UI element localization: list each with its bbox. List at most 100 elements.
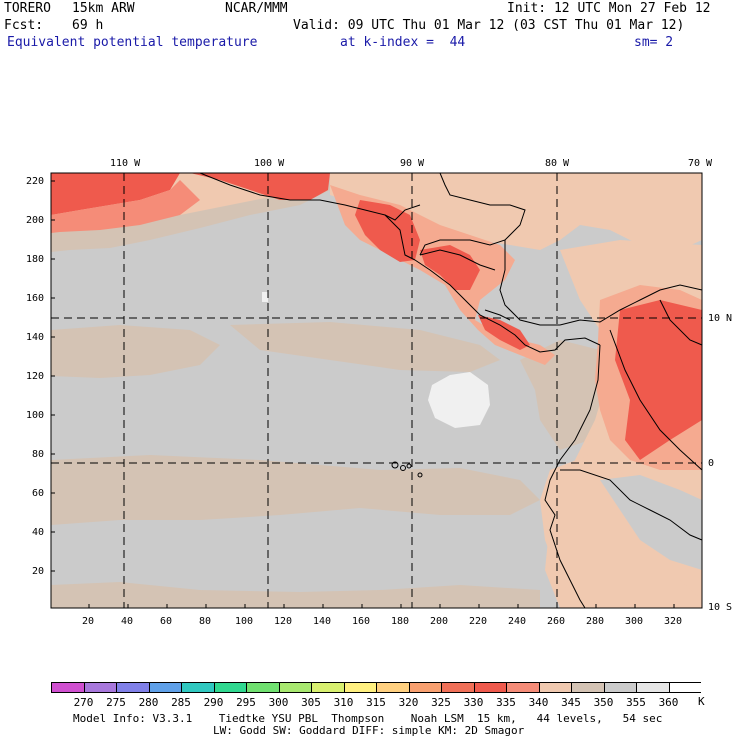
colorbar-label: 285 — [171, 696, 191, 709]
x-tick: 160 — [352, 616, 371, 627]
peach-gulf — [330, 173, 702, 250]
colorbar-label: 340 — [528, 696, 549, 709]
land-mexico-red — [190, 173, 330, 200]
x-tick: 100 — [235, 616, 254, 627]
lon-label-100w: 100 W — [254, 158, 285, 169]
colorbar-swatch — [442, 683, 475, 692]
colorbar-swatch — [117, 683, 150, 692]
coastline-south-america — [544, 344, 601, 609]
tan-band-sw — [51, 582, 540, 608]
tan-band-east — [520, 340, 610, 450]
fcst-label: Fcst: — [4, 18, 44, 33]
border-venezuela — [659, 299, 703, 346]
colorbar-swatch — [344, 683, 377, 692]
colorbar-swatch — [214, 683, 247, 692]
land-colombia-red — [615, 300, 702, 460]
y-tick: 80 — [32, 449, 45, 460]
cold-patch-small — [262, 292, 268, 302]
y-tick: 40 — [32, 527, 45, 538]
tan-band-south — [51, 455, 540, 525]
land-honduras-red — [420, 245, 480, 290]
colorbar-label: 305 — [301, 696, 321, 709]
land-ecuador-peach — [540, 455, 702, 608]
lon-label-70w: 70 W — [688, 158, 713, 169]
org-name: NCAR/MMM — [225, 1, 288, 16]
fcst-value: 69 h — [72, 18, 104, 33]
x-tick: 320 — [664, 616, 683, 627]
x-tick: 140 — [313, 616, 332, 627]
x-tick: 220 — [469, 616, 488, 627]
border-colombia — [609, 329, 703, 471]
colorbar-swatch — [507, 683, 540, 692]
y-tick: 20 — [32, 566, 45, 577]
colorbar-label: 330 — [463, 696, 484, 709]
map-plot — [50, 172, 703, 609]
coastline-panama — [559, 284, 703, 326]
y-tick: 120 — [26, 371, 45, 382]
lat-label-0: 0 — [708, 458, 715, 469]
border-ecuador-peru — [560, 469, 703, 541]
colorbar-label: 360 — [658, 696, 679, 709]
colorbar-swatch — [474, 683, 507, 692]
x-tick: 180 — [391, 616, 410, 627]
x-tick: 120 — [274, 616, 293, 627]
coastline-mexico — [199, 172, 416, 261]
y-tick: 160 — [26, 293, 45, 304]
colorbar-label: 325 — [431, 696, 451, 709]
x-tick: 260 — [547, 616, 566, 627]
border-guatemala — [384, 204, 421, 221]
x-tick: 20 — [82, 616, 95, 627]
colorbar-swatch — [377, 683, 410, 692]
colorbar-label: 350 — [593, 696, 614, 709]
lat-label-10n: 10 N — [708, 313, 733, 324]
colorbar-swatch — [669, 683, 702, 692]
colorbar — [51, 682, 702, 693]
lon-label-90w: 90 W — [400, 158, 425, 169]
colorbar-label: 270 — [73, 696, 94, 709]
lon-label-110w: 110 W — [110, 158, 141, 169]
footer-physics-info: LW: Godd SW: Goddard DIFF: simple KM: 2D… — [213, 724, 525, 737]
colorbar-label: 355 — [626, 696, 646, 709]
tan-band-central — [230, 322, 500, 372]
colorbar-label: 290 — [203, 696, 224, 709]
colorbar-swatch — [539, 683, 572, 692]
colorbar-label: 320 — [398, 696, 419, 709]
level-info: at k-index = 44 — [340, 35, 466, 50]
colorbar-label: 310 — [333, 696, 354, 709]
colorbar-swatch — [279, 683, 312, 692]
colorbar-swatch — [637, 683, 670, 692]
y-tick: 200 — [26, 215, 45, 226]
colorbar-label: 345 — [561, 696, 581, 709]
x-tick: 80 — [199, 616, 212, 627]
lon-label-80w: 80 W — [545, 158, 570, 169]
border-honduras — [419, 249, 496, 271]
colorbar-label: 300 — [268, 696, 289, 709]
map-frame — [50, 172, 703, 609]
colorbar-swatch — [604, 683, 637, 692]
colorbar-unit: K — [698, 695, 705, 708]
colorbar-label: 280 — [138, 696, 159, 709]
y-tick: 100 — [26, 410, 45, 421]
lat-label-10s: 10 S — [708, 602, 733, 613]
x-tick: 280 — [586, 616, 605, 627]
warm-north-west-light — [51, 180, 200, 233]
y-tick: 60 — [32, 488, 45, 499]
model-name: TORERO — [4, 1, 51, 16]
smoothing-info: sm= 2 — [634, 35, 674, 50]
y-tick: 140 — [26, 332, 45, 343]
colorbar-swatch — [409, 683, 442, 692]
coastline-caribbean — [419, 172, 526, 256]
y-tick: 220 — [26, 176, 45, 187]
colorbar-swatch — [84, 683, 117, 692]
init-time: Init: 12 UTC Mon 27 Feb 12 — [507, 1, 711, 16]
x-tick: 240 — [508, 616, 527, 627]
colorbar-label: 315 — [366, 696, 386, 709]
x-tick: 200 — [430, 616, 449, 627]
colorbar-swatch — [312, 683, 345, 692]
galapagos-island — [400, 465, 406, 471]
resolution: 15km ARW — [72, 1, 135, 16]
x-tick: 300 — [625, 616, 644, 627]
coastline-nicaragua — [499, 240, 560, 326]
land-costarica-red — [478, 315, 530, 350]
footer-model-info: Model Info: V3.3.1 Tiedtke YSU PBL Thomp… — [73, 712, 663, 725]
